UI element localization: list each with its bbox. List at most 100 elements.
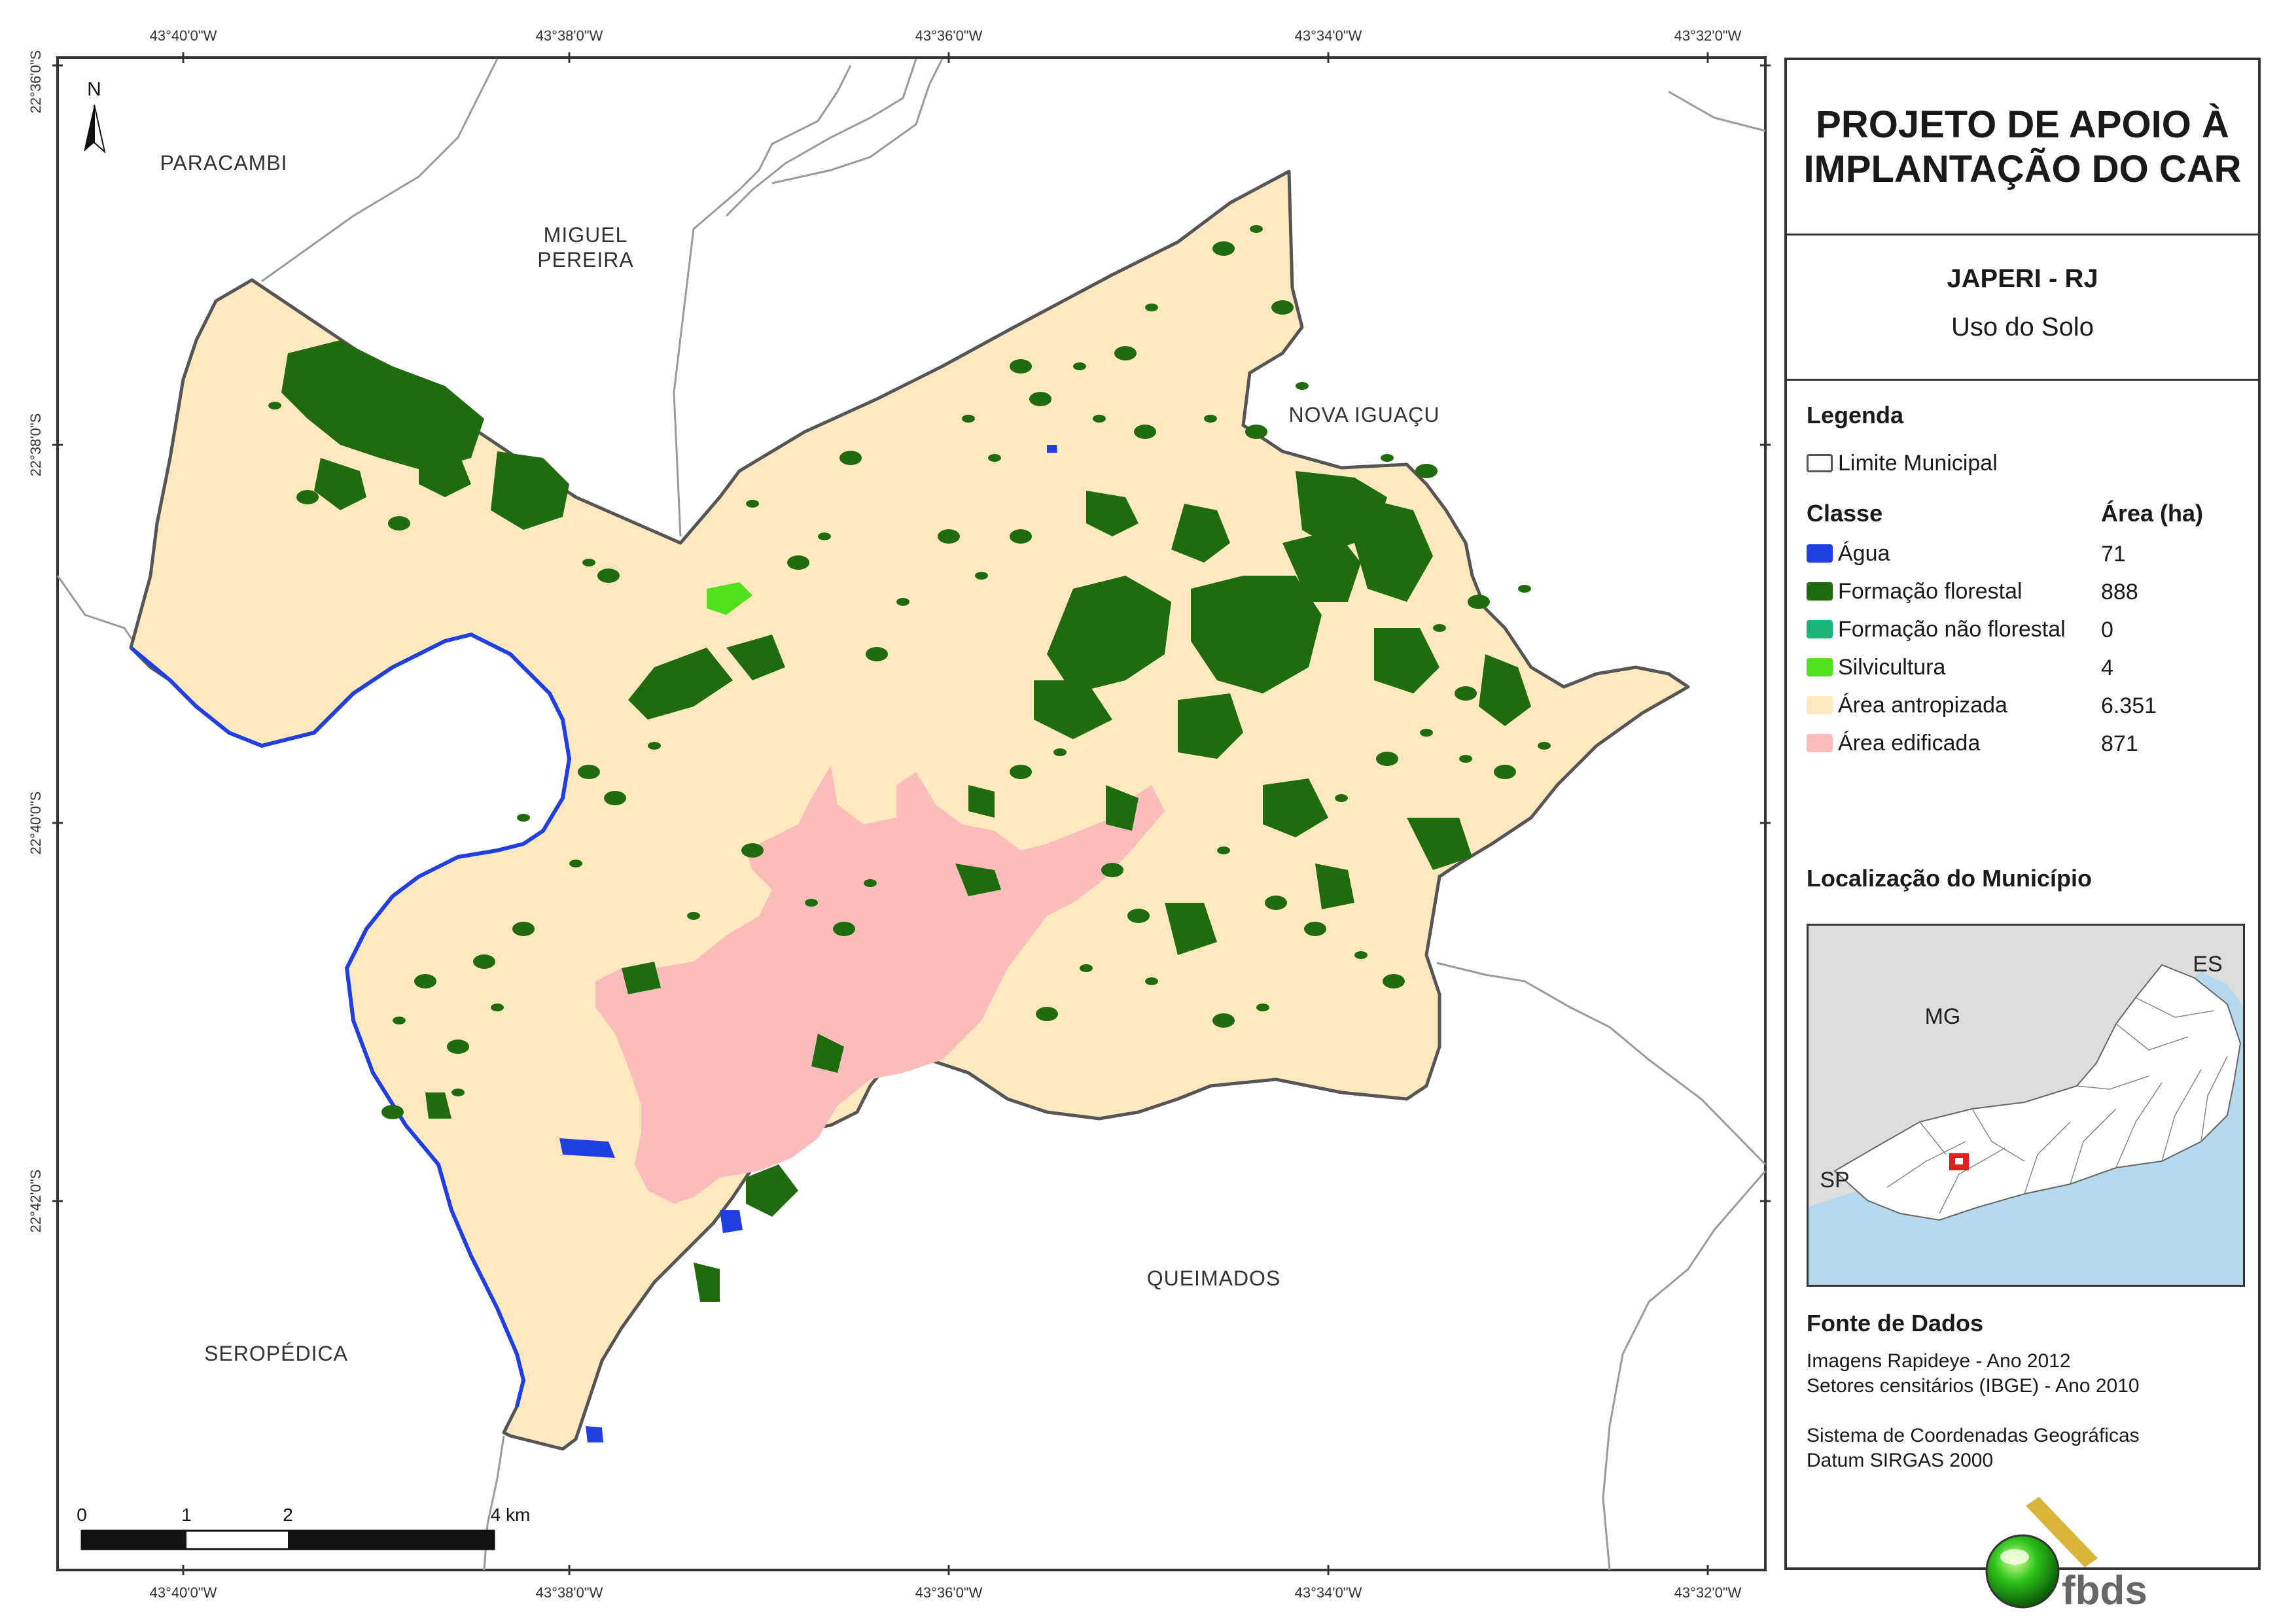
built-area	[595, 765, 1165, 1204]
fbds-logo: fbds	[1951, 1493, 2160, 1617]
class-label-forest: Formação florestal	[1838, 578, 2022, 604]
tick-top-3: 43°36'0"W	[915, 27, 983, 44]
tick-bottom-3: 43°36'0"W	[915, 1584, 983, 1601]
class-label-nonforest: Formação não florestal	[1838, 616, 2066, 642]
forest-patch-small	[1245, 425, 1267, 439]
tick-marks	[52, 52, 1771, 1575]
area-built: 871	[2101, 731, 2138, 756]
swatch-silviculture	[1807, 658, 1833, 676]
source-census: Setores censitários (IBGE) - Ano 2010	[1807, 1375, 2140, 1397]
forest-patch-small	[1354, 951, 1368, 959]
forest-patch-small	[296, 490, 319, 504]
label-paracambi: PARACAMBI	[160, 151, 287, 175]
forest-patch-small	[833, 922, 855, 936]
area-forest: 888	[2101, 580, 2138, 604]
forest-patch-small	[648, 742, 661, 750]
info-panel: PROJETO DE APOIO À IMPLANTAÇÃO DO CAR JAP…	[1784, 58, 2261, 1613]
forest-patch-small	[604, 791, 626, 805]
forest-patch-small	[597, 568, 620, 583]
area-anthropic: 6.351	[2101, 693, 2157, 718]
area-heading: Área (ha)	[2101, 500, 2204, 527]
forest-patch-small	[787, 555, 809, 570]
forest-patch-small	[988, 454, 1001, 462]
forest-patches	[281, 340, 1531, 1302]
forest-patch-small	[1376, 752, 1398, 766]
fbds-logo-graphic: fbds	[1985, 1497, 2147, 1613]
area-silviculture: 4	[2101, 655, 2113, 680]
forest-patch-small	[569, 860, 582, 867]
forest-patch-small	[1093, 415, 1106, 423]
forest-patch-small	[938, 529, 960, 544]
location-inset-map: MG ES SP	[1807, 924, 2245, 1287]
swatch-water	[1807, 544, 1833, 563]
forest-patch-small	[1296, 382, 1309, 390]
water-bodies	[559, 445, 1057, 1442]
area-water: 71	[2101, 542, 2126, 567]
tick-bottom-5: 43°32'0"W	[1674, 1584, 1742, 1601]
forest-patch-small	[1538, 742, 1551, 750]
forest-patch-small	[1415, 464, 1438, 478]
swatch-built	[1807, 734, 1833, 752]
title-line-2: IMPLANTAÇÃO DO CAR	[1803, 147, 2242, 190]
label-queimados: QUEIMADOS	[1147, 1266, 1281, 1290]
limit-label: Limite Municipal	[1838, 450, 1998, 476]
forest-patch-small	[582, 559, 595, 567]
inset-label-es: ES	[2193, 952, 2222, 977]
swatch-forest	[1807, 582, 1833, 601]
forest-patch-small	[1265, 896, 1287, 910]
forest-patch-small	[393, 1017, 406, 1024]
forest-patch-small	[1010, 359, 1032, 374]
forest-patch-small	[512, 922, 535, 936]
location-heading: Localização do Município	[1807, 865, 2093, 892]
source-datum: Datum SIRGAS 2000	[1807, 1450, 1994, 1471]
tick-top-1: 43°40'0"W	[150, 27, 217, 44]
forest-patch-small	[578, 765, 600, 779]
forest-patch-small	[1036, 1007, 1058, 1021]
forest-patch-small	[1383, 974, 1405, 988]
forest-patch-small	[1468, 595, 1490, 609]
forest-patch-small	[1455, 686, 1477, 701]
source-coordinates: Sistema de Coordenadas Geográficas	[1807, 1425, 2140, 1446]
tick-top-4: 43°34'0"W	[1295, 27, 1362, 44]
label-miguel-pereira-1: MIGUEL	[544, 223, 628, 247]
forest-patch-small	[1145, 977, 1158, 985]
inset-label-mg: MG	[1925, 1004, 1961, 1029]
forest-patch-small	[864, 879, 877, 887]
legend-heading: Legenda	[1807, 402, 1904, 428]
forest-patch-small	[268, 402, 281, 410]
class-label-silviculture: Silvicultura	[1838, 654, 1946, 680]
forest-patch-small	[1053, 748, 1067, 756]
forest-patch-small	[1101, 863, 1123, 877]
tick-left-2: 22°38'0"S	[27, 413, 44, 477]
tick-bottom-1: 43°40'0"W	[150, 1584, 217, 1601]
source-imagery: Imagens Rapideye - Ano 2012	[1807, 1350, 2071, 1372]
forest-patch-small	[746, 500, 759, 508]
forest-patch-small	[1029, 392, 1051, 406]
class-label-anthropic: Área antropizada	[1838, 692, 2007, 718]
legend-row-water: Água	[1807, 540, 1890, 567]
forest-patch-small	[1010, 765, 1032, 779]
forest-small	[268, 225, 1551, 1119]
scale-label-4: 4 km	[491, 1505, 531, 1525]
label-miguel-pereira-2: PEREIRA	[537, 248, 633, 271]
forest-patch-small	[1381, 454, 1394, 462]
forest-patch-small	[805, 899, 818, 907]
forest-patch-small	[1204, 415, 1217, 423]
forest-patch-small	[1080, 964, 1093, 972]
tick-top-2: 43°38'0"W	[536, 27, 603, 44]
forest-patch-small	[975, 572, 988, 580]
forest-patch-small	[1304, 922, 1326, 936]
forest-patch-small	[1212, 1013, 1235, 1028]
north-letter: N	[87, 79, 101, 100]
label-nova-iguacu: NOVA IGUAÇU	[1289, 403, 1440, 427]
project-title: PROJETO DE APOIO À IMPLANTAÇÃO DO CAR	[1787, 60, 2258, 236]
tick-top-5: 43°32'0"W	[1674, 27, 1742, 44]
forest-patch-small	[1518, 585, 1531, 593]
forest-patch-small	[491, 1003, 504, 1011]
forest-patch-small	[866, 647, 888, 661]
forest-patch-small	[360, 408, 373, 416]
tick-bottom-2: 43°38'0"W	[536, 1584, 603, 1601]
forest-patch-small	[1420, 729, 1433, 737]
forest-patch-small	[896, 598, 910, 606]
